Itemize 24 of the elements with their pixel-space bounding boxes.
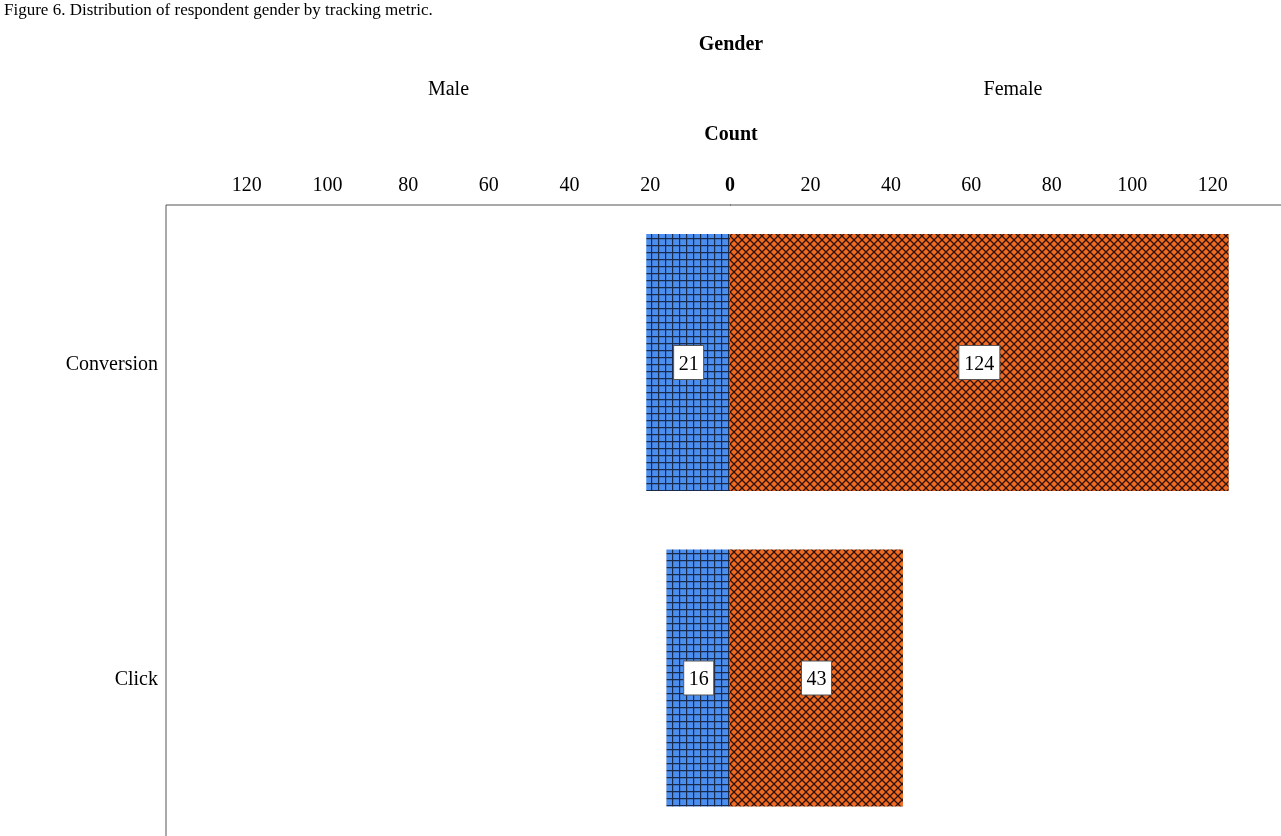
x-tick-label: 100 [312, 173, 343, 195]
x-axis-title: Count [703, 122, 759, 145]
x-tick-label: 0 [725, 173, 735, 195]
x-tick-label: 60 [961, 173, 982, 195]
data-label: 21 [678, 351, 699, 374]
data-label: 16 [688, 667, 709, 689]
text: Female [982, 77, 1044, 100]
x-tick-label: 120 [1197, 173, 1228, 195]
x-tick-label: 80 [1041, 173, 1062, 195]
x-tick-label: 40 [559, 173, 580, 195]
data-label: 124 [964, 351, 995, 374]
chart-title: Male [426, 77, 471, 100]
x-tick-label: 100 [1117, 173, 1148, 195]
x-tick-label: 20 [640, 173, 661, 195]
y-tick-label: Click [114, 667, 158, 690]
annotation: Gender [697, 32, 765, 55]
x-tick-label: 80 [398, 173, 419, 195]
x-tick-label: 20 [800, 173, 821, 195]
y-tick-label: Conversion [65, 351, 158, 374]
x-tick-label: 120 [231, 173, 262, 195]
x-tick-label: 60 [478, 173, 499, 195]
caption: Figure 6. Distribution of respondent gender by tracking metric. [4, 0, 433, 20]
data-label: 43 [806, 667, 827, 689]
x-tick-label: 40 [880, 173, 901, 195]
